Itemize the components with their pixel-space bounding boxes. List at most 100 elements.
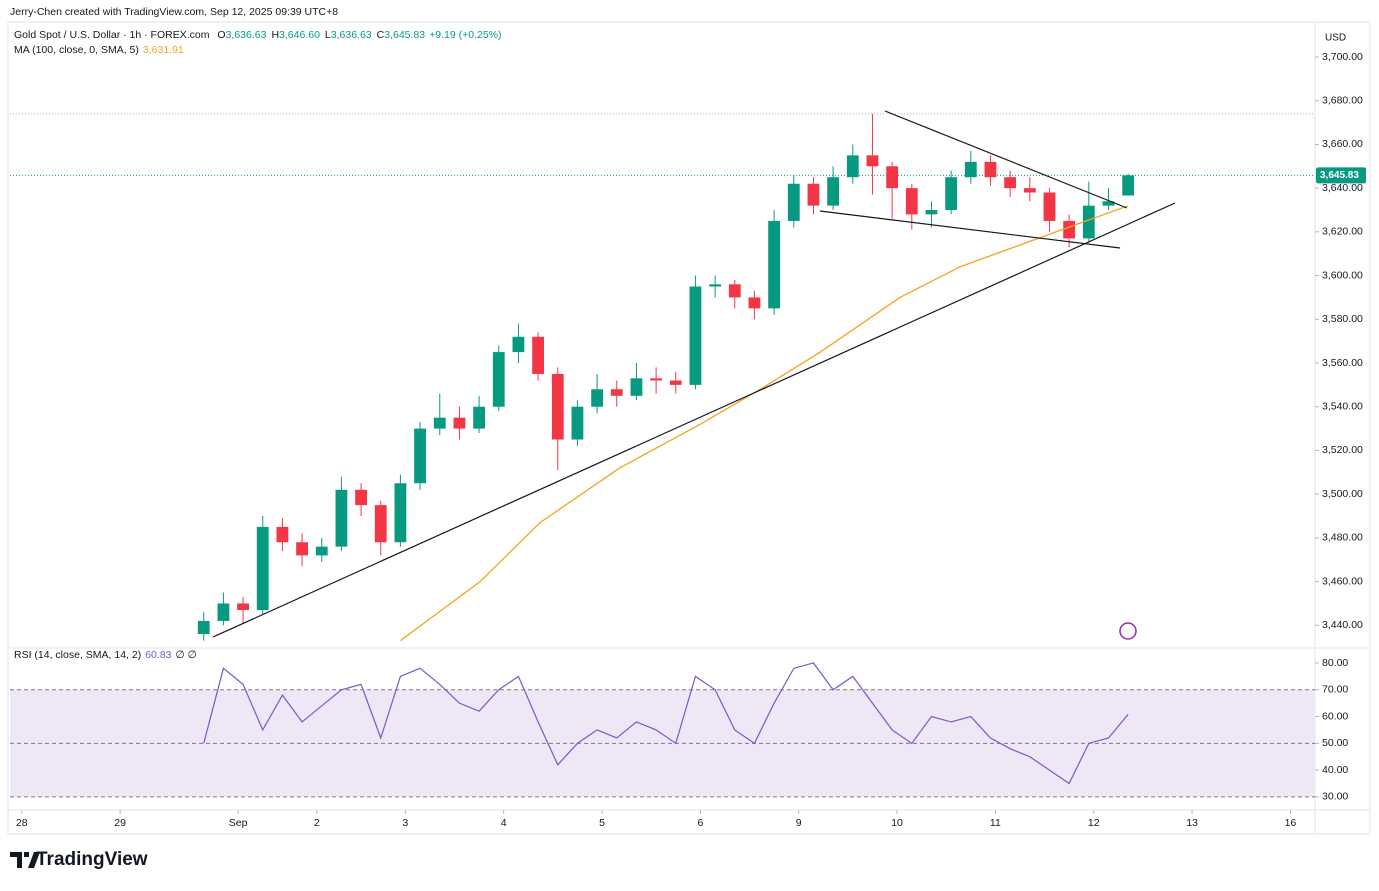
candle-body — [355, 489, 367, 506]
candle-body — [1082, 205, 1095, 239]
y-tick-label: 3,520.00 — [1322, 444, 1363, 456]
ma-value: 3,631.91 — [143, 44, 184, 56]
ma-legend: MA (100, close, 0, SMA, 5) 3,631.91 — [14, 44, 184, 56]
x-tick-label: 9 — [796, 817, 802, 829]
candle-body — [394, 483, 407, 543]
ohlc-key: C — [377, 29, 385, 41]
x-tick-label: 3 — [402, 817, 408, 829]
candle-body — [433, 417, 446, 429]
candle-body — [1004, 177, 1017, 189]
ohlc-value: 3,646.60 — [279, 29, 320, 41]
candle-body — [237, 603, 249, 611]
y-tick-label: 3,680.00 — [1322, 94, 1363, 106]
rsi-extra: ∅ ∅ — [176, 649, 197, 661]
attribution: Jerry-Chen created with TradingView.com,… — [10, 6, 338, 18]
candle-body — [827, 177, 840, 206]
candle-body — [846, 155, 859, 178]
candle-body — [905, 188, 918, 215]
candle-body — [984, 161, 997, 178]
candle-body — [1063, 220, 1076, 239]
ma-name: MA (100, close, 0, SMA, 5) — [14, 44, 139, 56]
candle-body — [1122, 175, 1135, 196]
candle-body — [945, 177, 958, 210]
x-tick-label: 11 — [990, 817, 1001, 829]
candle-body — [630, 378, 643, 396]
symbol: Gold Spot / U.S. Dollar · 1h · FOREX.com — [14, 29, 210, 41]
y-tick-label: 50.00 — [1322, 737, 1348, 749]
candle-body — [748, 297, 761, 309]
x-tick-label: 28 — [16, 817, 28, 829]
candle-body — [728, 284, 741, 298]
y-tick-label: 3,580.00 — [1322, 313, 1363, 325]
candle-body — [315, 546, 328, 556]
candle-body — [1023, 188, 1036, 193]
y-tick-label: 3,700.00 — [1322, 51, 1363, 63]
candle-body — [964, 161, 977, 178]
y-tick-label: 3,540.00 — [1322, 401, 1363, 413]
candle-body — [689, 286, 702, 385]
frame — [7, 21, 1371, 835]
trendline — [212, 202, 1176, 638]
y-tick-label: 3,440.00 — [1322, 619, 1363, 631]
candle-body — [669, 380, 682, 385]
y-tick-label: 3,480.00 — [1322, 532, 1363, 544]
candle-body — [453, 417, 466, 429]
y-tick-label: 3,640.00 — [1322, 182, 1363, 194]
ohlc-key: L — [325, 29, 331, 41]
candle-body — [374, 505, 387, 543]
rsi-value: 60.83 — [145, 649, 171, 661]
x-tick-label: 4 — [501, 817, 507, 829]
x-tick-label: 16 — [1285, 817, 1297, 829]
candle-body — [414, 428, 426, 484]
rsi-legend: RSI (14, close, SMA, 14, 2) 60.83 ∅ ∅ — [14, 649, 197, 661]
ohlc-value: 3,636.63 — [331, 29, 372, 41]
candle-body — [335, 489, 348, 547]
candle-body — [709, 284, 722, 287]
candle-body — [1102, 201, 1115, 206]
y-tick-label: 3,600.00 — [1322, 269, 1363, 281]
legend: Gold Spot / U.S. Dollar · 1h · FOREX.com… — [14, 29, 502, 41]
candle-body — [473, 406, 485, 429]
x-tick-label: 2 — [314, 817, 320, 829]
y-tick-label: 3,500.00 — [1322, 488, 1363, 500]
candle-body — [296, 542, 308, 556]
currency: USD — [1325, 33, 1346, 44]
rsi-line — [203, 662, 1129, 785]
ohlc-key: H — [271, 29, 279, 41]
trendline — [819, 210, 1121, 249]
candle-body — [217, 603, 230, 621]
candle-body — [787, 183, 800, 221]
candle-body — [925, 209, 938, 215]
candle-body — [807, 183, 820, 206]
y-tick-label: 3,620.00 — [1322, 226, 1363, 238]
x-tick-label: 12 — [1088, 817, 1100, 829]
y-tick-label: 70.00 — [1322, 684, 1348, 696]
ohlc-value: 3,645.83 — [384, 29, 425, 41]
candle-body — [886, 166, 899, 189]
trendline — [884, 110, 1128, 209]
y-tick-label: 40.00 — [1322, 764, 1348, 776]
last-price-box — [1316, 167, 1366, 184]
candle-body — [512, 336, 525, 353]
last-price-label: 3,645.83 — [1320, 170, 1359, 181]
candle-body — [276, 526, 289, 543]
ma-line — [400, 205, 1129, 642]
ohlc-key: O — [217, 29, 225, 41]
candle-body — [1043, 192, 1056, 221]
rsi-name: RSI (14, close, SMA, 14, 2) — [14, 649, 141, 661]
change: +9.19 (+0.25%) — [429, 29, 501, 41]
candle-body — [768, 220, 781, 309]
x-tick-label: 10 — [891, 817, 903, 829]
candle-body — [197, 620, 210, 635]
x-tick-label: 5 — [599, 817, 605, 829]
x-tick-label: Sep — [229, 817, 248, 829]
candle-body — [571, 406, 584, 440]
y-tick-label: 60.00 — [1322, 710, 1348, 722]
candle-body — [551, 373, 564, 440]
candle-body — [610, 389, 623, 396]
y-tick-label: 3,460.00 — [1322, 575, 1363, 587]
candle-body — [866, 155, 879, 167]
x-tick-label: 13 — [1186, 817, 1198, 829]
event-icon[interactable] — [1119, 622, 1137, 640]
